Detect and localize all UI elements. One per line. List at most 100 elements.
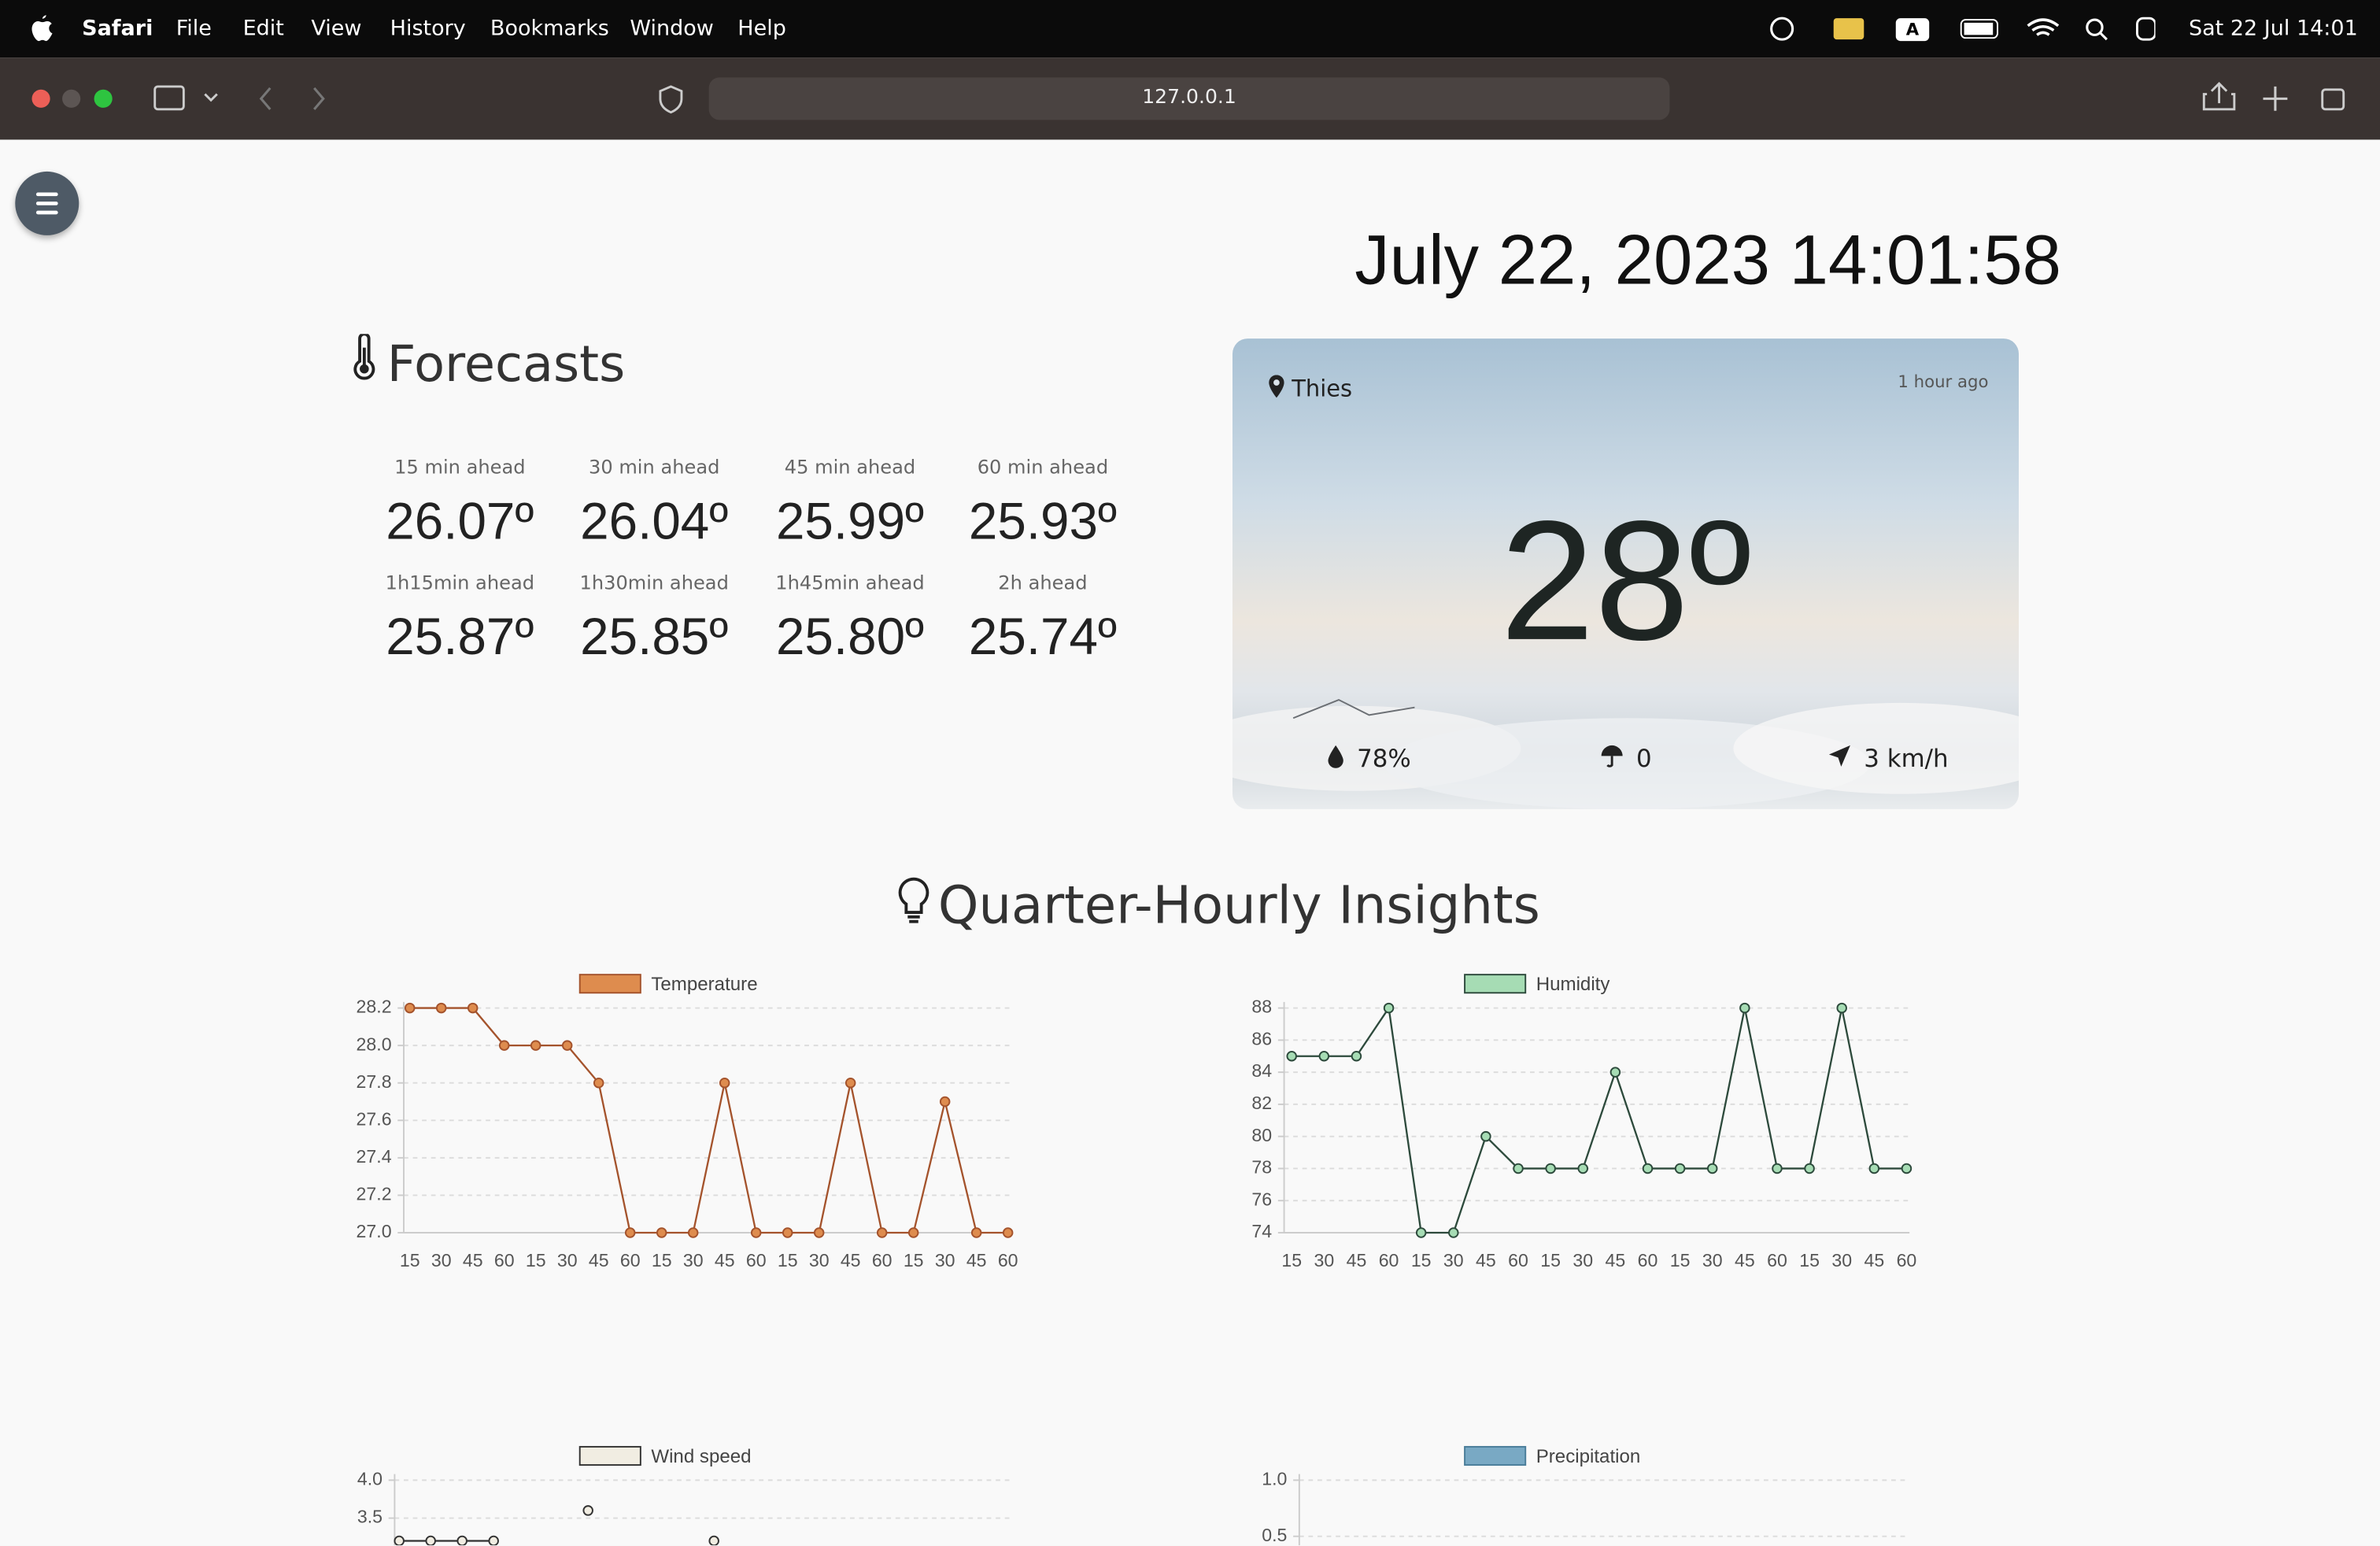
data-point (708, 1535, 719, 1546)
y-tick-label: 27.0 (357, 1221, 392, 1241)
close-button[interactable] (31, 89, 50, 108)
data-point (1577, 1163, 1589, 1174)
zoom-button[interactable] (94, 89, 113, 108)
insights-title: Quarter-Hourly Insights (937, 875, 1540, 937)
x-tick-label: 60 (1897, 1250, 1917, 1270)
forecast-label: 45 min ahead (784, 455, 916, 479)
data-point (1415, 1227, 1427, 1238)
drop-icon (1328, 745, 1343, 768)
data-point (1739, 1002, 1750, 1014)
forecast-label: 1h30min ahead (579, 571, 729, 594)
data-point (813, 1227, 825, 1238)
forecasts-title: Forecasts (386, 334, 626, 394)
x-tick-label: 60 (1508, 1250, 1528, 1270)
y-tick-label: 27.8 (357, 1071, 392, 1092)
address-bar[interactable]: 127.0.0.1 (708, 77, 1670, 120)
x-tick-label: 30 (1443, 1250, 1464, 1270)
x-tick-label: 60 (494, 1250, 515, 1270)
x-tick-label: 30 (935, 1250, 955, 1270)
clouds (1232, 699, 2019, 809)
tabs-button[interactable] (2321, 88, 2345, 111)
data-point (456, 1535, 468, 1546)
x-tick-label: 45 (841, 1250, 861, 1270)
menu-item[interactable]: Bookmarks (490, 17, 609, 42)
share-button[interactable] (2202, 82, 2236, 111)
forecast-label: 2h ahead (998, 571, 1088, 594)
apple-logo[interactable] (31, 15, 55, 43)
x-tick-label: 60 (620, 1250, 641, 1270)
menu-item[interactable]: Edit (242, 17, 284, 42)
menu-item[interactable]: Help (737, 17, 786, 42)
wind: 3 km/h (1864, 743, 1949, 773)
forecast-label: 30 min ahead (588, 455, 720, 479)
x-tick-label: 45 (1347, 1250, 1367, 1270)
menu-item[interactable]: File (176, 17, 212, 42)
legend-swatch (1464, 974, 1527, 994)
x-tick-label: 30 (1702, 1250, 1723, 1270)
thermometer-icon (353, 334, 375, 380)
x-tick-label: 60 (1767, 1250, 1787, 1270)
data-point (1480, 1130, 1491, 1142)
data-point (1545, 1163, 1556, 1174)
minimize-button[interactable] (62, 89, 81, 108)
pin-icon (1269, 375, 1284, 398)
y-tick-label: 28.2 (357, 997, 392, 1017)
sidebar-button[interactable] (153, 85, 185, 111)
new-tab-button[interactable] (2263, 86, 2288, 111)
legend-swatch (1464, 1445, 1527, 1466)
data-point (1642, 1163, 1654, 1174)
y-tick-label: 27.6 (357, 1108, 392, 1129)
menu-item[interactable]: History (390, 17, 466, 42)
forecast-value: 25.93º (968, 493, 1117, 552)
data-point (593, 1077, 604, 1089)
y-tick-label: 27.4 (357, 1146, 392, 1167)
legend-swatch (578, 1445, 641, 1466)
data-point (907, 1227, 919, 1238)
data-point (498, 1040, 510, 1051)
x-tick-label: 15 (778, 1250, 798, 1270)
back-button[interactable] (259, 87, 272, 110)
forecast-label: 60 min ahead (977, 455, 1109, 479)
precipitation: 0 (1635, 743, 1652, 773)
x-tick-label: 45 (1606, 1250, 1626, 1270)
forward-button[interactable] (313, 87, 325, 110)
data-point (1836, 1002, 1847, 1014)
toolbar-icons (31, 82, 2345, 114)
status-icons[interactable]: A (1761, 13, 2156, 44)
forecast-label: 1h45min ahead (775, 571, 925, 594)
x-tick-label: 45 (589, 1250, 609, 1270)
menu-item[interactable]: Window (630, 17, 714, 42)
umbrella-icon (1601, 745, 1623, 767)
forecast-value: 26.04º (580, 493, 729, 552)
location: Thies (1292, 375, 1353, 403)
y-tick-label: 0.5 (1262, 1525, 1287, 1545)
x-tick-label: 15 (652, 1250, 672, 1270)
y-tick-label: 27.2 (357, 1184, 392, 1204)
menu-toggle[interactable] (15, 171, 79, 235)
data-point (656, 1227, 667, 1238)
forecast-value: 25.87º (386, 608, 534, 667)
data-point (1513, 1163, 1524, 1174)
legend-swatch (578, 974, 641, 994)
data-point (876, 1227, 888, 1238)
menu-item[interactable]: View (311, 17, 362, 42)
app-name[interactable]: Safari (82, 17, 153, 42)
x-tick-label: 15 (1540, 1250, 1561, 1270)
data-point (1706, 1163, 1718, 1174)
y-tick-label: 84 (1251, 1060, 1272, 1081)
data-point (1318, 1050, 1330, 1062)
data-point (687, 1227, 699, 1238)
x-tick-label: 15 (1281, 1250, 1302, 1270)
series-line (1292, 1005, 1907, 1234)
forecast-label: 15 min ahead (394, 455, 526, 479)
data-point (1772, 1163, 1783, 1174)
x-tick-label: 30 (1572, 1250, 1593, 1270)
x-tick-label: 30 (1831, 1250, 1852, 1270)
updated: 1 hour ago (1898, 372, 1989, 392)
x-tick-label: 15 (1411, 1250, 1432, 1270)
y-tick-label: 1.0 (1262, 1468, 1287, 1489)
data-point (719, 1077, 730, 1089)
